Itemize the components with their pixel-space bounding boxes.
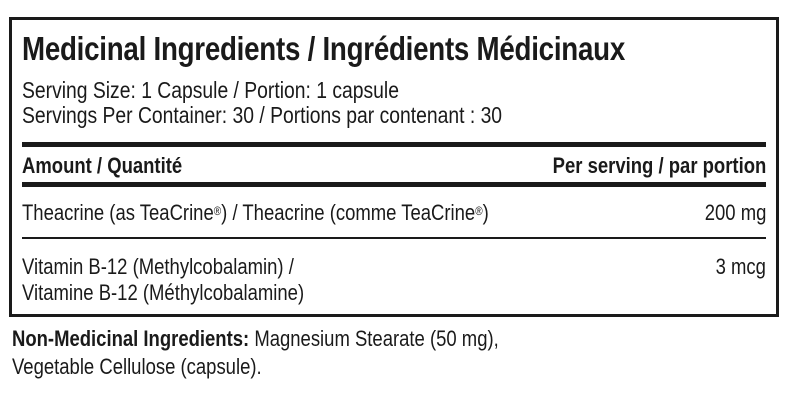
text: Theacrine (as TeaCrine: [22, 200, 214, 225]
non-medicinal-ingredients: Non-Medicinal Ingredients: Magnesium Ste…: [12, 325, 499, 381]
non-medicinal-label: Non-Medicinal Ingredients:: [12, 326, 250, 351]
text: Vegetable Cellulose (capsule).: [12, 354, 262, 379]
text: Vitamin B-12 (Methylcobalamin) /: [22, 254, 294, 279]
text: ) / Theacrine (comme TeaCrine: [221, 200, 476, 225]
header-per-serving: Per serving / par portion: [552, 153, 766, 178]
text: Magnesium Stearate (50 mg),: [249, 326, 499, 351]
thick-divider: [22, 182, 766, 187]
header-amount: Amount / Quantité: [22, 153, 183, 178]
serving-size: Serving Size: 1 Capsule / Portion: 1 cap…: [22, 77, 399, 103]
thin-divider: [22, 237, 766, 239]
thick-divider: [22, 142, 766, 147]
medicinal-ingredients-panel: Medicinal Ingredients / Ingrédients Médi…: [9, 17, 779, 317]
ingredient-amount-vitamin-b12: 3 mcg: [715, 254, 766, 279]
registered-mark: ®: [475, 204, 483, 218]
ingredient-amount-theacrine: 200 mg: [704, 200, 766, 225]
registered-mark: ®: [213, 204, 222, 218]
text: ): [482, 200, 489, 225]
ingredient-name-theacrine: Theacrine (as TeaCrine®) / Theacrine (co…: [22, 200, 489, 226]
servings-per-container: Servings Per Container: 30 / Portions pa…: [22, 102, 503, 128]
panel-title: Medicinal Ingredients / Ingrédients Médi…: [22, 30, 625, 67]
text: Vitamine B-12 (Méthylcobalamine): [22, 280, 305, 305]
ingredient-name-vitamin-b12: Vitamin B-12 (Methylcobalamin) / Vitamin…: [22, 254, 304, 306]
